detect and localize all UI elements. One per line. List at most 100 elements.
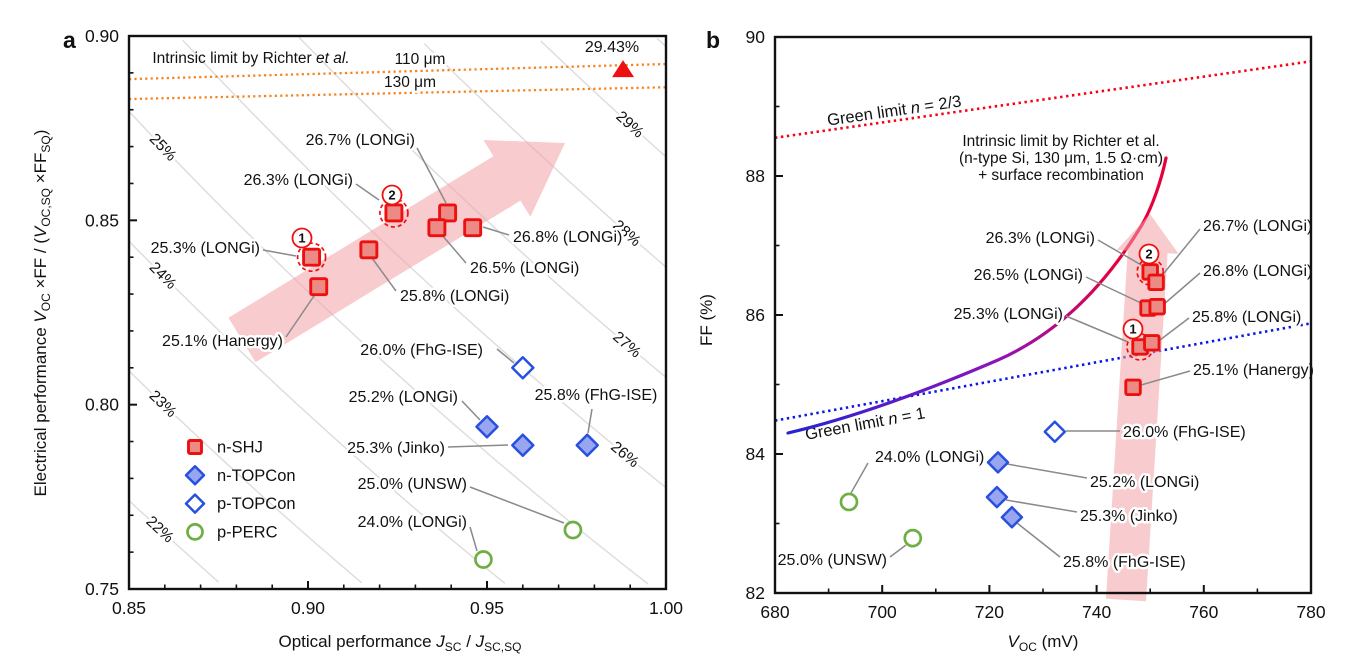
- point-label: 25.1% (Hanergy): [1193, 362, 1314, 379]
- legend-label: n-TOPCon: [217, 467, 296, 485]
- leader-line: [496, 348, 515, 364]
- x-tick-label: 740: [1082, 602, 1111, 622]
- trend-arrow: [228, 140, 565, 363]
- leader-line: [1159, 228, 1201, 279]
- leader-lines: [850, 228, 1201, 558]
- data-point-n-TOPCon: [985, 485, 1009, 509]
- point-label: 25.8% (FhG-ISE): [535, 387, 658, 404]
- y-tick-label: 82: [746, 583, 765, 603]
- green-limit-line: [774, 322, 1312, 422]
- y-tick-label: 90: [746, 27, 766, 47]
- point-label: 24.0% (LONGi): [358, 514, 467, 531]
- x-tick-label: 1.00: [649, 598, 683, 618]
- leader-line: [371, 257, 397, 292]
- point-label: 26.3% (LONGi): [244, 172, 353, 189]
- point-label: 26.7% (LONGi): [1203, 218, 1312, 235]
- leader-lines: [262, 147, 593, 552]
- badge-circle: [1138, 243, 1160, 265]
- y-axis-title: FF (%): [697, 294, 716, 346]
- data-point-p-PERC: [903, 528, 923, 548]
- contour-line-24: [128, 240, 506, 584]
- data-point-n-SHJ: [1143, 334, 1161, 352]
- leader-line: [1016, 522, 1061, 558]
- y-tick-label: 86: [746, 305, 765, 325]
- leader-line: [889, 544, 907, 558]
- data-point-n-SHJ: [427, 218, 447, 238]
- point-label: 26.5% (LONGi): [974, 267, 1083, 284]
- point-label: 26.0% (FhG-ISE): [1123, 424, 1246, 441]
- data-points: 12: [291, 60, 635, 569]
- data-point-n-SHJ: [309, 277, 329, 297]
- panel-letter-b: b: [706, 27, 720, 53]
- annotation-line: (n-type Si, 130 μm, 1.5 Ω·cm): [959, 150, 1163, 167]
- point-label: 25.0% (UNSW): [778, 552, 887, 569]
- data-point-n-TOPCon: [575, 433, 599, 457]
- point-label: 24.0% (LONGi): [875, 449, 984, 466]
- leader-line: [1097, 239, 1144, 267]
- point-label: 26.0% (FhG-ISE): [360, 342, 483, 359]
- data-point-n-SHJ: [359, 240, 379, 260]
- legend-marker-p-PERC: [186, 523, 204, 541]
- point-label: 26.5% (LONGi): [470, 260, 579, 277]
- data-point-n-TOPCon: [1000, 505, 1024, 529]
- y-axis-title: Electrical performance VOC ×FF / (VOC,SQ…: [31, 130, 53, 497]
- richter-thickness-label: 130 μm: [384, 74, 436, 91]
- green-limit-line: [774, 60, 1312, 140]
- leader-line: [1140, 370, 1191, 386]
- data-point-p-TOPCon: [1043, 420, 1067, 444]
- leader-line: [1162, 272, 1201, 306]
- annotation-line: + surface recombination: [978, 167, 1144, 184]
- richter-thickness-label: 110 μm: [395, 51, 446, 68]
- data-point-p-PERC: [839, 492, 859, 512]
- point-label: 25.3% (LONGi): [151, 240, 260, 257]
- leader-line: [469, 486, 565, 524]
- data-point-n-SHJ: [384, 203, 404, 223]
- leader-line: [587, 408, 593, 434]
- badge-circle: [291, 227, 313, 249]
- green-limit-label: Green limit n = 2/3: [826, 92, 962, 129]
- panel-letter-a: a: [63, 27, 76, 53]
- x-tick-label: 760: [1189, 602, 1218, 622]
- axes: 680 700 720 740 760 780 82 84 86 88 90 VOC (mV) FF (…: [697, 27, 1326, 654]
- efficiency-contours: 22%23%24%25%26%27%28%29%: [128, 36, 667, 585]
- badge-number: 2: [1145, 247, 1152, 262]
- point-label: 25.3% (LONGi): [954, 306, 1063, 323]
- contour-line-29: [540, 40, 667, 158]
- legend: n-SHJ n-TOPCon p-TOPCon p-PERC: [184, 439, 296, 541]
- data-points: 12: [839, 243, 1166, 548]
- leader-line: [469, 526, 478, 552]
- x-axis-title: Optical performance JSC / JSC,SQ: [279, 632, 522, 654]
- highlight-ring: [296, 242, 327, 273]
- legend-marker-n-TOPCon: [184, 465, 206, 486]
- annotation-line: Intrinsic limit by Richter et al.: [962, 133, 1159, 150]
- contour-line-25: [128, 110, 649, 585]
- leader-line: [1006, 463, 1088, 479]
- leader-line: [1065, 315, 1129, 343]
- y-tick-label: 88: [746, 166, 765, 186]
- legend-label: n-SHJ: [217, 439, 263, 457]
- contour-line-22: [128, 499, 219, 583]
- y-tick-label: 0.75: [85, 579, 119, 599]
- data-point-n-SHJ-record: [612, 60, 635, 78]
- leader-line: [1085, 276, 1142, 304]
- richter-title: Intrinsic limit by Richter et al.: [152, 50, 349, 67]
- data-point-p-PERC: [474, 550, 493, 569]
- point-label: 25.8% (LONGi): [400, 288, 509, 305]
- x-axis-title: VOC (mV): [1008, 632, 1079, 654]
- badge-circle: [1122, 318, 1144, 340]
- y-tick-label: 0.90: [85, 26, 119, 46]
- data-point-n-SHJ: [302, 247, 322, 267]
- leader-line: [1159, 317, 1190, 341]
- axes: 0.85 0.90 0.95 1.00 0.75 0.80 0.85 0.90 Optical …: [31, 26, 683, 654]
- data-point-n-TOPCon: [986, 451, 1010, 474]
- point-label: 25.1% (Hanergy): [162, 333, 283, 350]
- point-label: 25.8% (LONGi): [1192, 309, 1301, 326]
- plot-border: [127, 34, 668, 591]
- point-labels: 25.3% (LONGi) 25.8% (LONGi) 25.1% (Hanergy…: [148, 37, 660, 534]
- intrinsic-limit-curve: [786, 156, 1168, 435]
- data-point-p-PERC: [563, 520, 583, 540]
- point-label: 26.3% (LONGi): [986, 230, 1095, 247]
- x-tick-label: 0.85: [112, 598, 146, 618]
